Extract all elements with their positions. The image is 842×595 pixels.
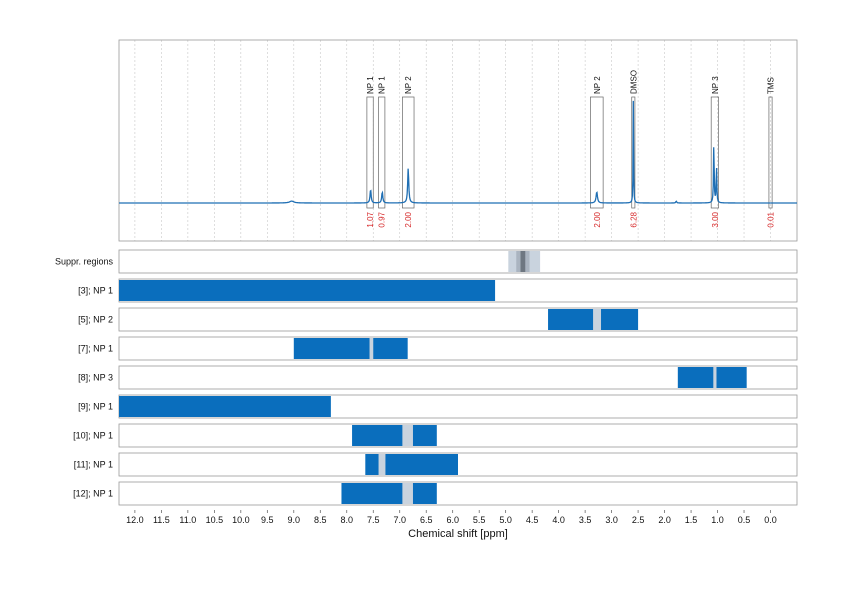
integral-label: 2.00 <box>404 211 413 227</box>
peak-range-box <box>402 96 415 209</box>
x-tick-label: 0.5 <box>738 515 751 525</box>
peak-label: TMS <box>767 77 776 94</box>
x-tick-label: 4.5 <box>526 515 539 525</box>
row-frame <box>118 307 798 332</box>
row-label: [7]; NP 1 <box>78 344 113 354</box>
peak-range-box <box>378 96 386 209</box>
range-row: [9]; NP 1 <box>78 394 798 419</box>
integral-label: 2.00 <box>593 211 602 227</box>
suppressed-region <box>378 454 386 475</box>
peak-range-box <box>590 96 604 209</box>
suppressed-region <box>713 367 717 388</box>
peak-label: NP 1 <box>366 76 375 94</box>
x-tick-label: 2.5 <box>632 515 645 525</box>
x-tick-label: 1.5 <box>685 515 698 525</box>
shift-range-bar <box>293 338 408 359</box>
peak-range-box <box>768 96 773 209</box>
spectrum-line <box>119 100 797 204</box>
range-row: [7]; NP 1 <box>78 336 798 361</box>
grid-lines <box>134 40 771 241</box>
peak-annotations: NP 1 1.07 NP 1 0.97 NP 2 2.00 NP 2 2.00 DMSO 6.28… <box>366 70 775 228</box>
peak-range-box <box>710 96 719 209</box>
x-axis-title: Chemical shift [ppm] <box>408 528 508 540</box>
peak-label: NP 2 <box>404 76 413 94</box>
x-tick-label: 9.5 <box>261 515 274 525</box>
spectrum-panel <box>118 39 798 242</box>
x-tick-label: 7.5 <box>367 515 380 525</box>
x-tick-label: 11.5 <box>153 515 170 525</box>
x-tick-label: 10.5 <box>206 515 224 525</box>
suppressed-region <box>593 309 602 330</box>
x-tick-label: 12.0 <box>126 515 144 525</box>
row-label: [9]; NP 1 <box>78 402 113 412</box>
peak-range-box <box>366 96 374 209</box>
x-tick-label: 1.0 <box>711 515 724 525</box>
row-frame <box>118 365 798 390</box>
suppressed-region <box>369 338 374 359</box>
row-frame <box>118 249 798 274</box>
shift-range-bar <box>365 454 458 475</box>
suppressed-region <box>402 483 413 504</box>
shift-range-bar <box>341 483 437 504</box>
peak-label: NP 1 <box>378 76 387 94</box>
x-tick-label: 3.5 <box>579 515 592 525</box>
x-tick-label: 4.0 <box>552 515 565 525</box>
range-row: [11]; NP 1 <box>74 452 798 477</box>
suppressed-region <box>520 251 526 272</box>
peak-range-box <box>631 96 636 209</box>
x-tick-label: 6.5 <box>420 515 433 525</box>
integral-label: 1.07 <box>366 211 375 227</box>
shift-range-bar <box>677 367 747 388</box>
x-tick-label: 3.0 <box>605 515 618 525</box>
range-rows: Suppr. regions [3]; NP 1 [5]; NP 2 [7]; NP … <box>55 249 798 506</box>
integral-label: 0.97 <box>378 211 387 227</box>
range-row: [12]; NP 1 <box>73 481 798 506</box>
x-tick-label: 5.0 <box>499 515 512 525</box>
x-tick-label: 9.0 <box>288 515 301 525</box>
shift-range-bar <box>352 425 437 446</box>
row-frame <box>118 336 798 361</box>
shift-range-bar <box>119 280 496 301</box>
x-tick-label: 11.0 <box>179 515 196 525</box>
range-row: [3]; NP 1 <box>78 278 798 303</box>
x-tick-label: 0.0 <box>764 515 777 525</box>
x-tick-label: 10.0 <box>232 515 250 525</box>
shift-range-bar <box>119 396 331 417</box>
x-tick-label: 7.0 <box>393 515 406 525</box>
range-row: [10]; NP 1 <box>73 423 798 448</box>
x-tick-label: 6.0 <box>446 515 459 525</box>
x-axis: 12.0 11.5 11.0 10.5 10.0 9.5 9.0 8.5 8.0 7.5 7.0 6.… <box>126 510 777 525</box>
row-label: [3]; NP 1 <box>78 286 113 296</box>
row-label: [5]; NP 2 <box>78 315 113 325</box>
row-label: Suppr. regions <box>55 257 114 267</box>
peak-label: NP 3 <box>711 76 720 94</box>
row-frame <box>118 481 798 506</box>
peak-label: NP 2 <box>593 76 602 94</box>
row-frame <box>118 423 798 448</box>
range-row: Suppr. regions <box>55 249 798 274</box>
integral-label: 3.00 <box>711 211 720 227</box>
peak-label: DMSO <box>629 70 638 94</box>
x-tick-label: 8.0 <box>341 515 354 525</box>
row-label: [11]; NP 1 <box>74 460 113 470</box>
x-tick-label: 2.0 <box>658 515 671 525</box>
spectrum-trace <box>119 100 797 204</box>
row-label: [12]; NP 1 <box>73 489 113 499</box>
range-row: [5]; NP 2 <box>78 307 798 332</box>
row-label: [8]; NP 3 <box>78 373 113 383</box>
integral-label: 0.01 <box>767 211 776 227</box>
x-tick-label: 8.5 <box>314 515 327 525</box>
x-tick-label: 5.5 <box>473 515 486 525</box>
suppressed-region <box>402 425 413 446</box>
row-label: [10]; NP 1 <box>73 431 113 441</box>
integral-label: 6.28 <box>629 211 638 227</box>
range-row: [8]; NP 3 <box>78 365 798 390</box>
